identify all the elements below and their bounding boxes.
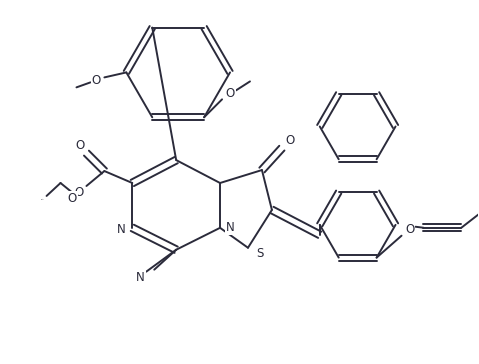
- Text: N: N: [136, 271, 145, 284]
- Text: O: O: [405, 223, 414, 236]
- Text: O: O: [68, 193, 77, 205]
- Text: S: S: [256, 247, 263, 260]
- Text: O: O: [76, 139, 85, 152]
- Text: O: O: [226, 87, 235, 100]
- Text: N: N: [117, 223, 125, 236]
- Text: O: O: [285, 134, 295, 147]
- Text: O: O: [75, 186, 84, 199]
- Text: O: O: [92, 74, 101, 87]
- Text: N: N: [226, 221, 234, 234]
- Text: ethyl: ethyl: [41, 198, 45, 199]
